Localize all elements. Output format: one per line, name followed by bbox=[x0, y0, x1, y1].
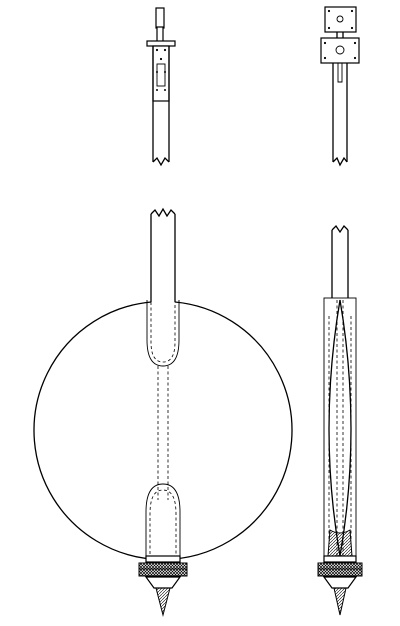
threaded-tip-side bbox=[333, 587, 347, 616]
suspension-block-upper bbox=[324, 6, 357, 33]
pendulum-rod-upper bbox=[152, 46, 170, 162]
collar bbox=[145, 555, 181, 563]
suspension-block-lower bbox=[320, 37, 360, 64]
suspension-crosspin bbox=[146, 40, 176, 47]
bob-edge-left bbox=[328, 299, 341, 557]
rating-nut[interactable] bbox=[138, 562, 188, 577]
pendulum-rod-lower bbox=[150, 214, 176, 302]
nut-cone-side bbox=[322, 576, 358, 589]
suspension-spring-top bbox=[155, 7, 165, 29]
clamp-slot bbox=[156, 63, 166, 87]
pendulum-bob-disc bbox=[33, 301, 293, 561]
suspension-spring-strip bbox=[156, 26, 164, 43]
nut-cone bbox=[144, 576, 182, 589]
bob-side-view bbox=[317, 224, 363, 616]
break-mark-lower bbox=[150, 207, 176, 218]
rating-nut-side[interactable] bbox=[317, 562, 363, 577]
lower-socket bbox=[145, 483, 181, 556]
inner-hidden-side bbox=[328, 316, 352, 540]
threaded-tip bbox=[155, 587, 171, 617]
pendulum-rod-lower-side bbox=[331, 230, 349, 298]
lower-fill-side bbox=[327, 529, 353, 557]
inner-rod-hidden bbox=[157, 366, 169, 500]
suspension-side-view bbox=[320, 6, 360, 167]
bob-front-view bbox=[33, 207, 293, 617]
suspension-clamp-plate bbox=[152, 45, 170, 102]
break-mark bbox=[152, 156, 170, 167]
bob-edge-right bbox=[339, 299, 352, 557]
collar-side bbox=[323, 555, 357, 563]
pendulum-rod-upper-side bbox=[332, 63, 348, 162]
suspension-front-view bbox=[146, 7, 176, 167]
upper-socket bbox=[146, 300, 180, 367]
